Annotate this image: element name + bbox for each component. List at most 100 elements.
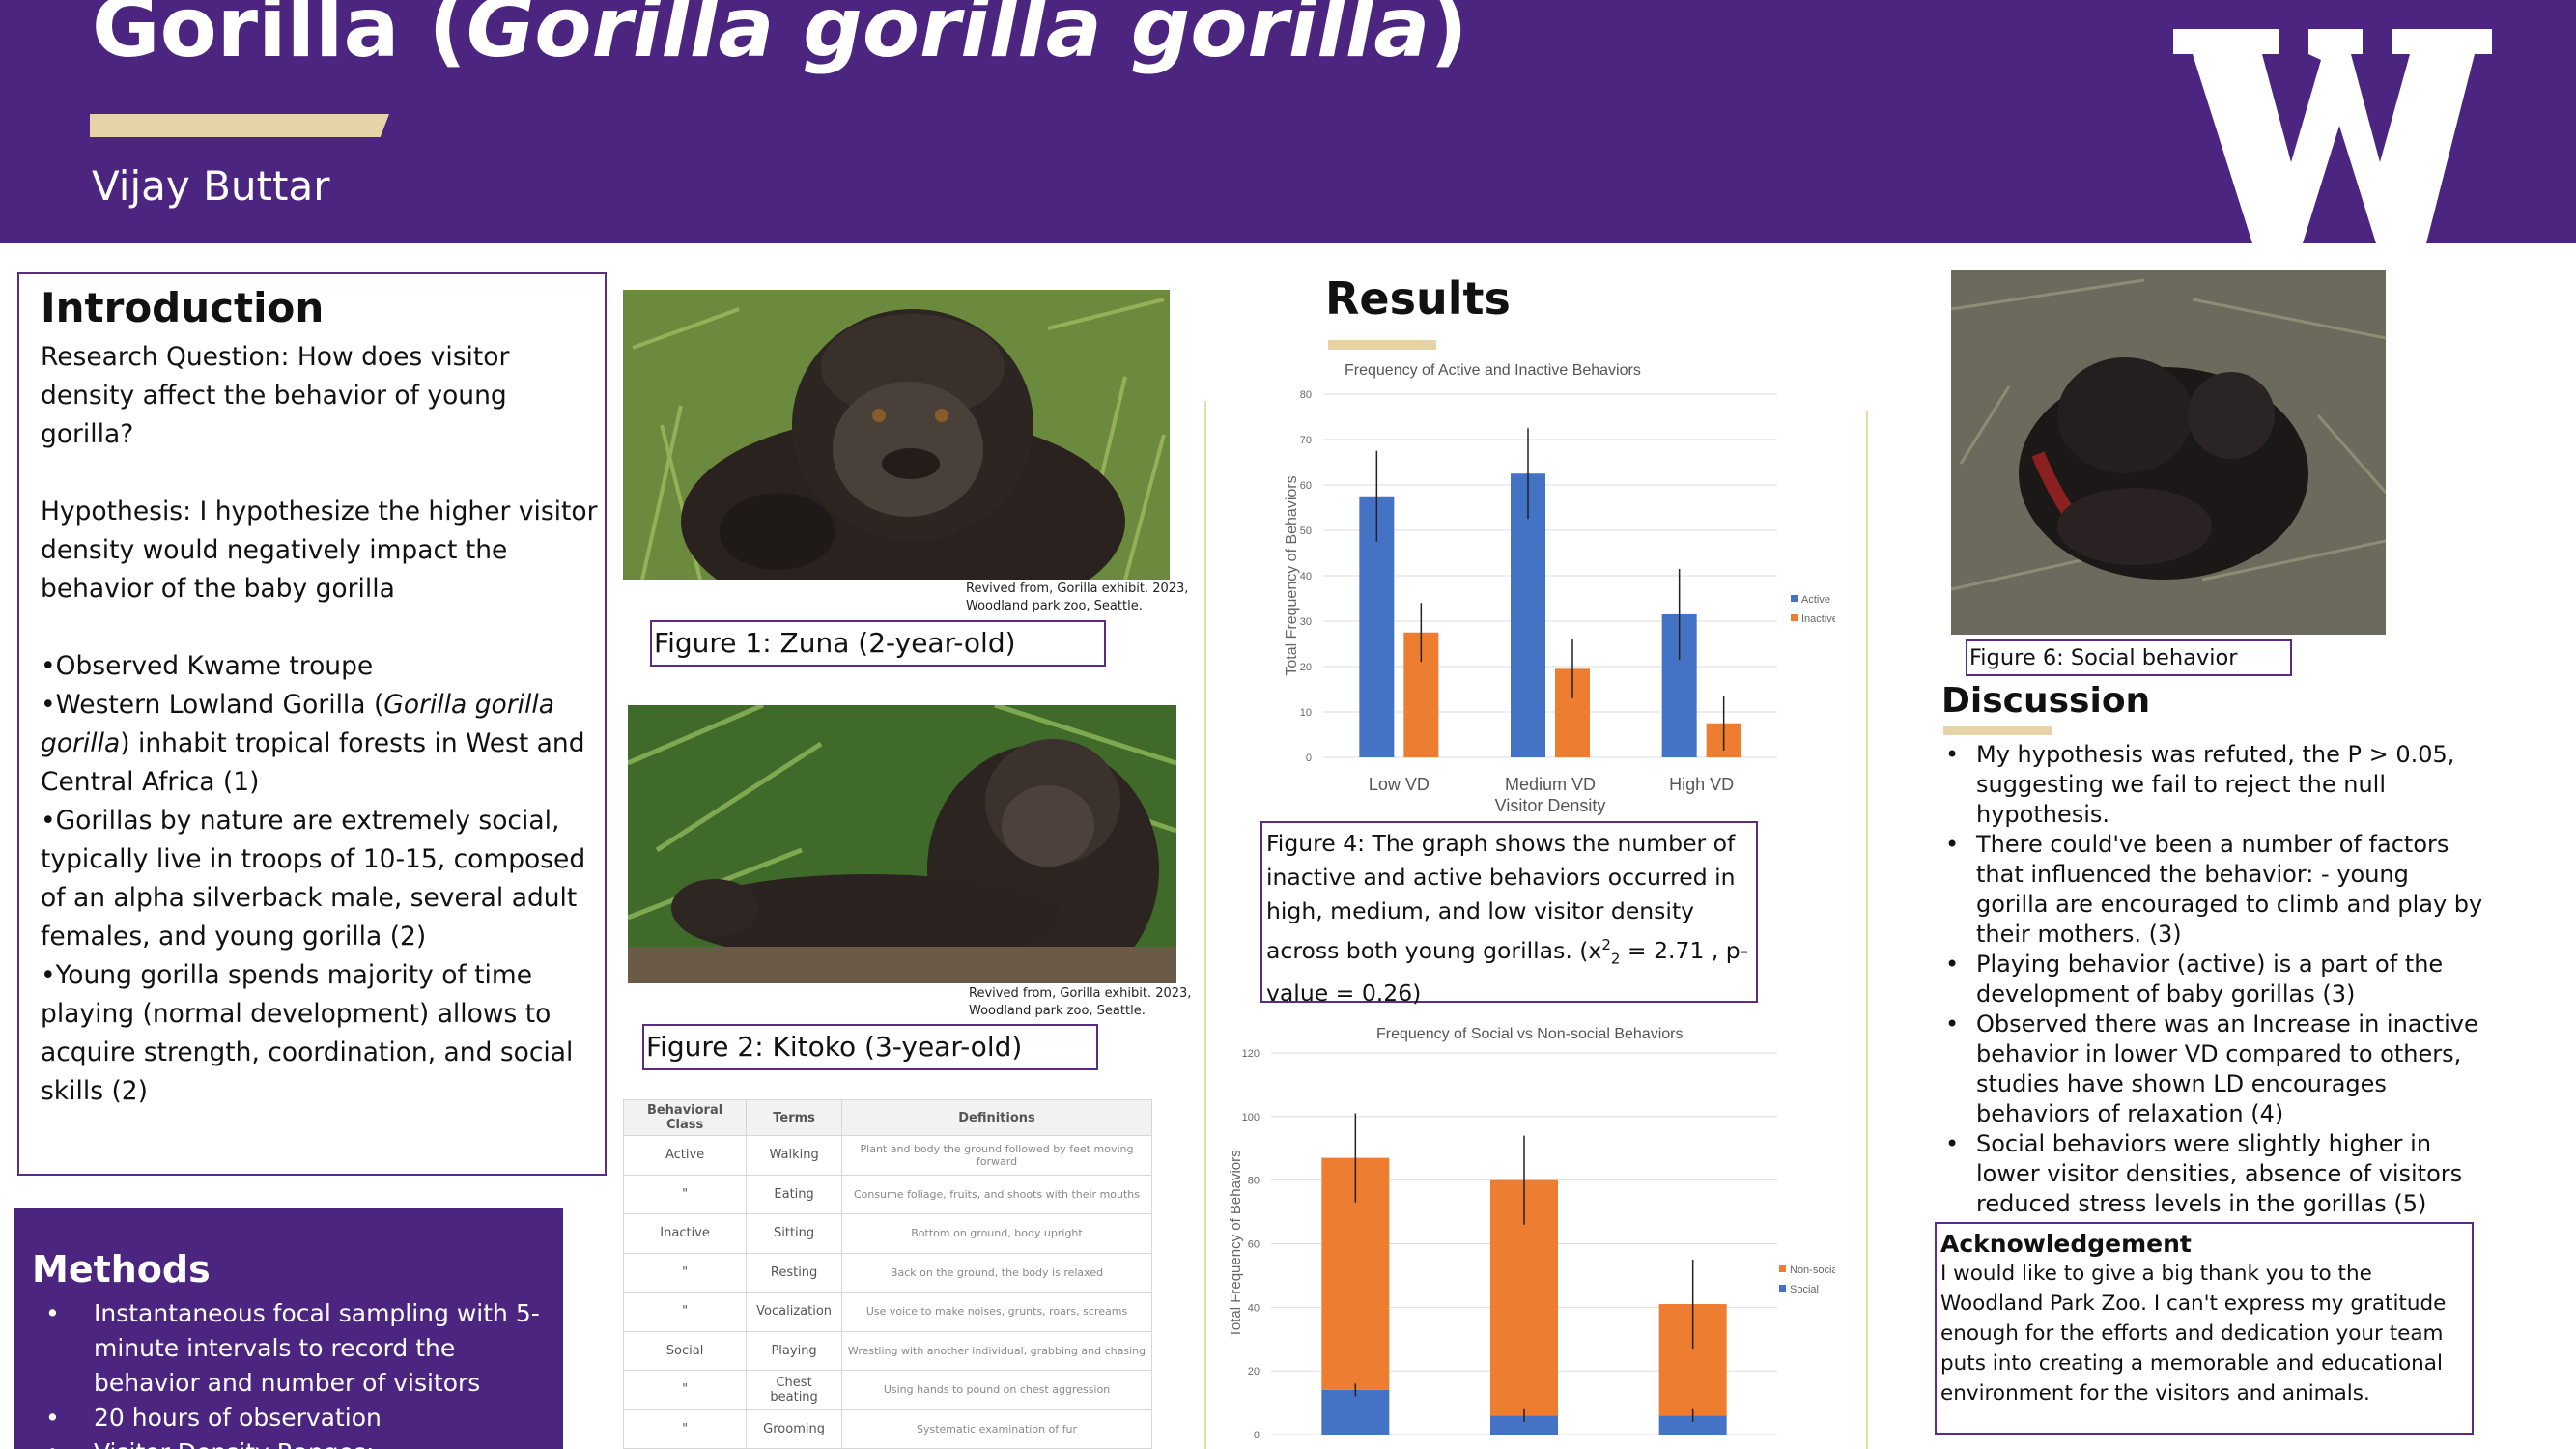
introduction-panel: Introduction Research Question: How does… — [17, 272, 607, 1176]
table-cell: Resting — [746, 1252, 843, 1293]
intro-bullet-play: •Young gorilla spends majority of time p… — [41, 960, 574, 1106]
y-tick-label: 80 — [1300, 389, 1312, 401]
fig1-source-credit: Revived from, Gorilla exhibit. 2023, Woo… — [966, 582, 1189, 613]
table-cell: Walking — [746, 1135, 843, 1176]
y-tick-label: 20 — [1248, 1366, 1260, 1378]
table-cell: Active — [622, 1135, 748, 1176]
y-tick-label: 120 — [1242, 1048, 1260, 1060]
social-nonsocial-chart: Frequency of Social vs Non-social Behavi… — [1228, 1026, 1835, 1441]
bar — [1490, 1415, 1558, 1435]
table-cell: " — [622, 1370, 748, 1410]
table-cell: Using hands to pound on chest aggression — [841, 1370, 1152, 1410]
y-axis-label: Total Frequency of Behaviors — [1284, 475, 1300, 675]
table-row: " Vocalization Use voice to make noises, g… — [622, 1292, 1152, 1332]
fig4-caption: Figure 4: The graph shows the number of … — [1260, 821, 1758, 1007]
discussion-item: Social behaviors were slightly higher in… — [1943, 1129, 2484, 1219]
results-title: Results — [1325, 272, 1511, 325]
acknowledgement-text: I would like to give a big thank you to … — [1940, 1262, 2447, 1406]
y-tick-label: 30 — [1300, 616, 1312, 628]
methods-list: Instantaneous focal sampling with 5-minu… — [32, 1296, 553, 1449]
table-row: Active Walking Plant and body the ground f… — [622, 1135, 1152, 1176]
table-header: Definitions — [841, 1099, 1152, 1136]
table-cell: Chest beating — [746, 1370, 843, 1410]
introduction-body: Research Question: How does visitor dens… — [41, 338, 601, 1111]
legend-swatch — [1779, 1265, 1786, 1272]
discussion-title: Discussion — [1941, 681, 2151, 721]
table-cell: Sitting — [746, 1213, 843, 1254]
legend-label: Active — [1801, 594, 1830, 606]
table-cell: Vocalization — [746, 1292, 843, 1332]
photo-social-behavior — [1951, 270, 2386, 635]
research-question: Research Question: How does visitor dens… — [41, 342, 510, 449]
fig1-caption: Figure 1: Zuna (2-year-old) — [650, 620, 1106, 667]
y-tick-label: 80 — [1248, 1176, 1260, 1187]
behavior-ethogram-table: Behavioral Class Terms Definitions Activ… — [622, 1099, 1152, 1449]
legend-label: Inactive — [1801, 613, 1835, 625]
poster-title: Gorilla (Gorilla gorilla gorilla) — [92, 0, 1468, 76]
acknowledgement-title: Acknowledgement — [1940, 1230, 2192, 1258]
table-cell: Plant and body the ground followed by fe… — [841, 1135, 1152, 1176]
poster-header: Gorilla (Gorilla gorilla gorilla) Vijay … — [0, 0, 2576, 243]
legend-label: Non-social — [1790, 1264, 1835, 1276]
x-tick-label: High VD — [1669, 775, 1734, 794]
x-axis-label: Visitor Density — [1495, 796, 1606, 815]
results-accent-bar — [1328, 340, 1436, 350]
discussion-list: My hypothesis was refuted, the P > 0.05,… — [1943, 740, 2484, 1219]
y-tick-label: 70 — [1300, 435, 1312, 446]
legend-swatch — [1791, 614, 1798, 621]
table-cell: Wrestling with another individual, grabb… — [841, 1330, 1152, 1371]
table-cell: Social — [622, 1330, 748, 1371]
bar — [1658, 1415, 1727, 1435]
table-row: " Eating Consume foliage, fruits, and shoo… — [622, 1174, 1152, 1214]
legend-swatch — [1779, 1285, 1786, 1292]
table-cell: " — [622, 1292, 748, 1332]
y-tick-label: 60 — [1248, 1239, 1260, 1251]
author-name: Vijay Buttar — [92, 162, 330, 210]
table-cell: Consume foliage, fruits, and shoots with… — [841, 1174, 1152, 1214]
table-cell: Use voice to make noises, grunts, roars,… — [841, 1292, 1152, 1332]
chart-title: Frequency of Active and Inactive Behavio… — [1345, 362, 1641, 379]
discussion-item: Observed there was an Increase in inacti… — [1943, 1009, 2484, 1129]
methods-item: Instantaneous focal sampling with 5-minu… — [32, 1296, 553, 1401]
fig2-caption: Figure 2: Kitoko (3-year-old) — [642, 1024, 1098, 1070]
table-cell: Playing — [746, 1330, 843, 1371]
y-tick-label: 50 — [1300, 526, 1312, 537]
y-tick-label: 40 — [1300, 571, 1312, 582]
discussion-accent-bar — [1943, 726, 2052, 735]
table-cell: Systematic examination of fur — [841, 1408, 1152, 1449]
y-tick-label: 20 — [1300, 662, 1312, 673]
legend-swatch — [1791, 595, 1798, 602]
photo-kitoko — [628, 705, 1176, 983]
active-inactive-chart: Frequency of Active and Inactive Behavio… — [1284, 362, 1835, 815]
acknowledgement-panel: Acknowledgement I would like to give a b… — [1935, 1222, 2474, 1435]
column-divider-left — [1204, 401, 1206, 1449]
title-accent-bar — [90, 114, 389, 137]
table-header: Behavioral Class — [622, 1099, 748, 1136]
intro-bullet-habitat: •Western Lowland Gorilla (Gorilla gorill… — [41, 690, 585, 797]
table-cell: Back on the ground, the body is relaxed — [841, 1252, 1152, 1293]
hypothesis: Hypothesis: I hypothesize the higher vis… — [41, 497, 598, 604]
table-cell: " — [622, 1174, 748, 1214]
methods-panel: Methods Instantaneous focal sampling wit… — [14, 1208, 563, 1449]
table-cell: " — [622, 1408, 748, 1449]
chart-title: Frequency of Social vs Non-social Behavi… — [1376, 1026, 1683, 1042]
y-tick-label: 100 — [1242, 1112, 1260, 1123]
bar — [1321, 1389, 1390, 1435]
table-cell: Grooming — [746, 1408, 843, 1449]
column-divider-right — [1866, 411, 1868, 1449]
y-tick-label: 10 — [1300, 707, 1312, 719]
introduction-title: Introduction — [41, 284, 325, 331]
table-row: Inactive Sitting Bottom on ground, body up… — [622, 1213, 1152, 1254]
uw-logo: W — [2173, 29, 2492, 243]
x-tick-label: Low VD — [1369, 775, 1430, 794]
fig6-caption: Figure 6: Social behavior — [1966, 639, 2292, 676]
x-tick-label: Medium VD — [1505, 775, 1596, 794]
legend-label: Social — [1790, 1284, 1819, 1295]
y-axis-label: Total Frequency of Behaviors — [1228, 1150, 1244, 1337]
photo-zuna — [623, 290, 1170, 580]
y-tick-label: 0 — [1254, 1430, 1260, 1441]
table-cell: Bottom on ground, body upright — [841, 1213, 1152, 1254]
discussion-item: Playing behavior (active) is a part of t… — [1943, 950, 2484, 1009]
table-cell: Eating — [746, 1174, 843, 1214]
bar — [1511, 473, 1545, 757]
